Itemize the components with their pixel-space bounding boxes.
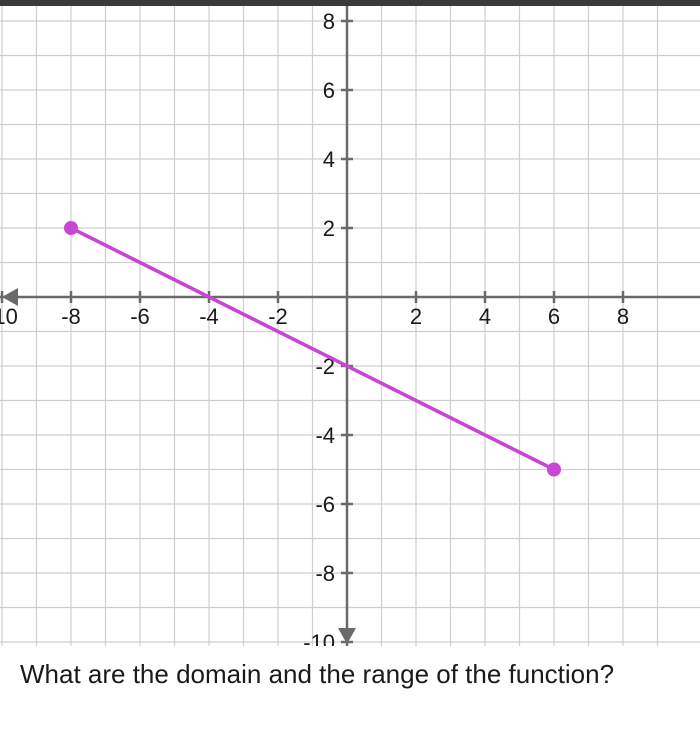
svg-text:-8: -8 [61, 304, 81, 329]
svg-text:-10: -10 [0, 304, 18, 329]
chart-svg: -10-8-6-4-224688642-2-4-6-8-10 [0, 6, 700, 646]
svg-text:2: 2 [410, 304, 422, 329]
svg-text:-4: -4 [199, 304, 219, 329]
svg-text:-8: -8 [315, 561, 335, 586]
svg-text:8: 8 [323, 9, 335, 34]
svg-text:-10: -10 [303, 630, 335, 646]
page-container: -10-8-6-4-224688642-2-4-6-8-10 What are … [0, 0, 700, 744]
svg-text:2: 2 [323, 216, 335, 241]
svg-text:6: 6 [548, 304, 560, 329]
svg-text:-2: -2 [268, 304, 288, 329]
svg-text:-6: -6 [130, 304, 150, 329]
svg-text:6: 6 [323, 78, 335, 103]
question-text: What are the domain and the range of the… [0, 646, 700, 702]
svg-text:-4: -4 [315, 423, 335, 448]
chart-graph: -10-8-6-4-224688642-2-4-6-8-10 [0, 6, 700, 646]
svg-text:8: 8 [617, 304, 629, 329]
svg-text:4: 4 [479, 304, 491, 329]
svg-text:4: 4 [323, 147, 335, 172]
svg-text:-6: -6 [315, 492, 335, 517]
